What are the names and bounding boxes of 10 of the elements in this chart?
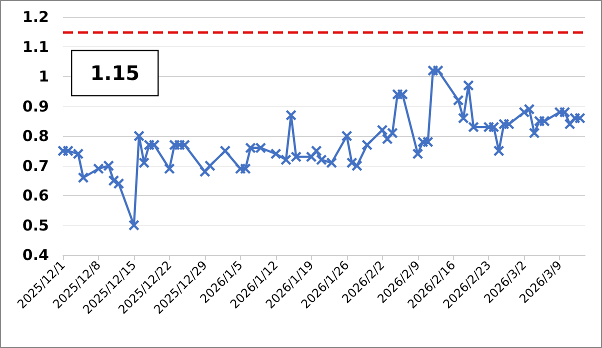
y-tick-label: 1.2: [22, 8, 49, 26]
ref-line-label: 1.15: [90, 61, 140, 86]
y-tick-label: 0.4: [22, 246, 49, 264]
y-tick-label: 0.6: [22, 186, 49, 204]
y-tick-label: 0.5: [22, 216, 49, 234]
y-tick-label: 0.8: [22, 127, 49, 145]
y-tick-label: 0.9: [22, 97, 49, 116]
y-tick-label: 1: [38, 68, 49, 86]
y-tick-label: 0.7: [22, 156, 49, 175]
y-tick-label: 1.1: [22, 38, 49, 56]
